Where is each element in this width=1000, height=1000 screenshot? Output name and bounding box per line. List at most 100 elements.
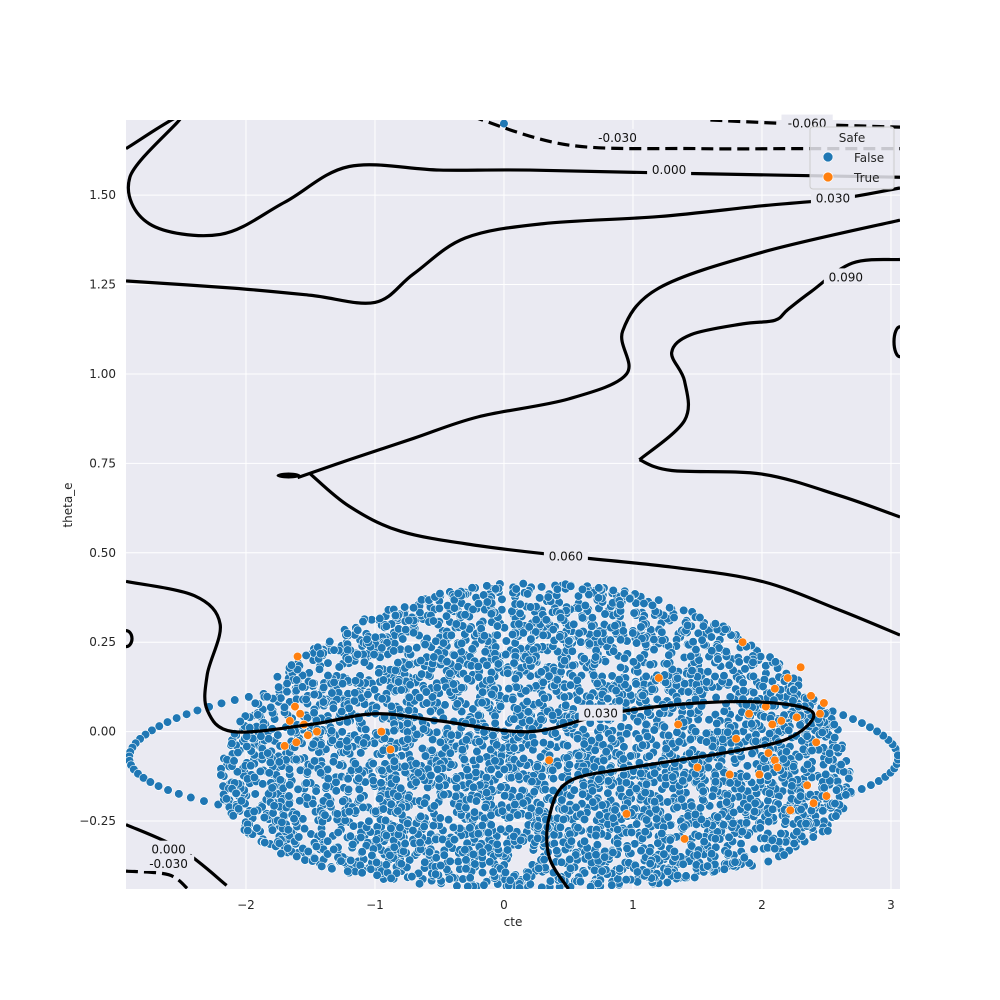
false-point — [431, 636, 441, 646]
false-point — [513, 810, 523, 820]
false-point — [231, 788, 241, 798]
false-point — [308, 798, 318, 809]
false-point — [343, 654, 354, 665]
false-point — [630, 839, 640, 849]
false-point — [389, 646, 399, 656]
false-point — [472, 746, 482, 757]
false-point — [500, 791, 510, 801]
false-point — [390, 665, 401, 675]
true-point — [767, 719, 777, 730]
false-point — [413, 768, 423, 778]
false-point — [514, 771, 524, 782]
false-point — [729, 807, 739, 818]
false-point — [577, 613, 588, 623]
false-point — [274, 757, 284, 767]
false-point — [659, 722, 670, 732]
false-point — [600, 656, 611, 667]
legend-entry-label: True — [853, 171, 880, 185]
false-point — [449, 835, 459, 845]
false-point — [301, 778, 311, 788]
false-point — [548, 765, 558, 775]
false-point — [592, 840, 603, 850]
false-point — [260, 837, 270, 848]
false-point — [719, 706, 729, 716]
false-point — [641, 719, 651, 730]
false-point — [683, 687, 693, 697]
false-point — [631, 638, 642, 648]
false-point — [249, 806, 259, 817]
false-point — [499, 120, 509, 129]
false-point — [539, 693, 550, 703]
false-point — [396, 685, 406, 695]
false-point — [628, 657, 639, 667]
false-point — [356, 832, 366, 843]
false-point — [516, 835, 526, 845]
false-point — [452, 881, 462, 889]
false-point — [795, 791, 806, 801]
false-point — [362, 634, 372, 644]
x-tick-label: −1 — [366, 898, 384, 912]
false-point — [499, 764, 509, 775]
false-point — [525, 602, 536, 612]
true-point — [303, 730, 313, 740]
false-point — [522, 696, 532, 707]
false-point — [289, 814, 299, 824]
false-point — [303, 846, 313, 857]
false-point — [599, 755, 609, 766]
false-point — [478, 687, 488, 697]
false-point — [377, 643, 387, 653]
false-point — [844, 773, 854, 784]
false-point — [467, 644, 477, 654]
false-point — [690, 872, 700, 883]
false-point — [556, 613, 566, 623]
false-point — [672, 802, 682, 812]
false-point — [461, 864, 471, 874]
false-point — [569, 619, 579, 629]
false-point — [592, 628, 602, 639]
false-point — [579, 836, 590, 846]
false-point — [742, 761, 752, 771]
false-point — [714, 761, 724, 771]
false-point — [691, 726, 701, 737]
false-point — [415, 838, 425, 848]
false-point — [244, 692, 254, 702]
y-tick-label: 1.50 — [89, 188, 116, 202]
false-point — [659, 849, 669, 859]
false-point — [443, 815, 454, 825]
false-point — [614, 696, 624, 706]
false-point — [651, 804, 661, 814]
false-point — [338, 679, 348, 689]
false-point — [485, 857, 495, 867]
false-point — [510, 674, 521, 684]
false-point — [721, 647, 731, 657]
false-point — [641, 779, 652, 789]
false-point — [359, 657, 369, 667]
y-axis-label: theta_e — [61, 482, 75, 527]
false-point — [538, 630, 548, 640]
false-point — [414, 879, 425, 889]
false-point — [697, 635, 707, 645]
false-point — [460, 610, 470, 620]
false-point — [495, 701, 506, 712]
false-point — [647, 600, 658, 610]
false-point — [564, 636, 574, 646]
false-point — [473, 661, 483, 672]
false-point — [590, 745, 600, 755]
false-point — [657, 627, 667, 637]
false-point — [308, 678, 318, 688]
false-point — [565, 854, 575, 865]
false-point — [712, 727, 723, 737]
false-point — [605, 635, 615, 645]
false-point — [552, 675, 562, 685]
false-point — [468, 782, 479, 792]
true-point — [821, 791, 832, 801]
false-point — [192, 705, 203, 716]
false-point — [591, 652, 601, 662]
false-point — [662, 659, 672, 669]
false-point — [536, 582, 547, 592]
false-point — [747, 748, 757, 759]
false-point — [664, 730, 674, 741]
false-point — [477, 820, 487, 831]
false-point — [317, 861, 327, 871]
false-point — [550, 728, 560, 738]
